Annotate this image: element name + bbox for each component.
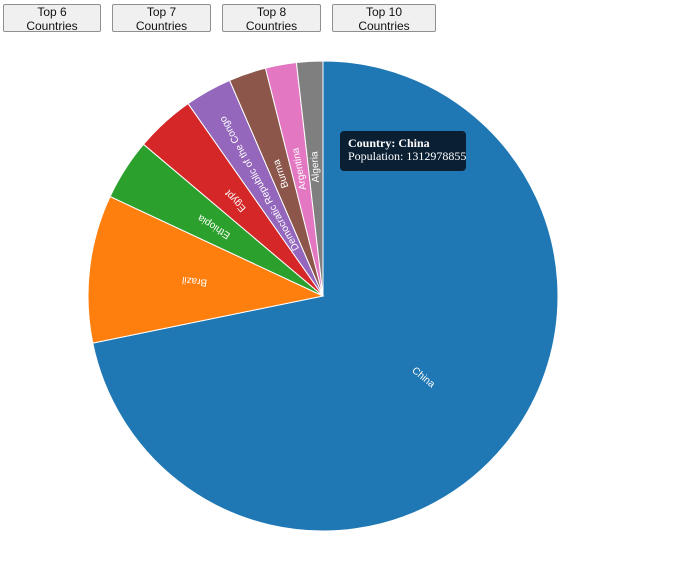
pie-slice-brazil[interactable] [87,195,325,344]
pie-slice-algeria[interactable] [295,60,324,297]
pie-slices [87,60,559,532]
top-7-countries-button[interactable]: Top 7 Countries [112,4,211,33]
top-10-countries-button[interactable]: Top 10 Countries [332,4,436,33]
top-8-countries-button[interactable]: Top 8 Countries [222,4,321,33]
top-6-countries-button[interactable]: Top 6 Countries [3,4,101,33]
pie-label-algeria: Algeria [309,151,322,183]
pie-label-brazil: Brazil [182,274,208,288]
pie-slice-china[interactable] [92,60,559,532]
